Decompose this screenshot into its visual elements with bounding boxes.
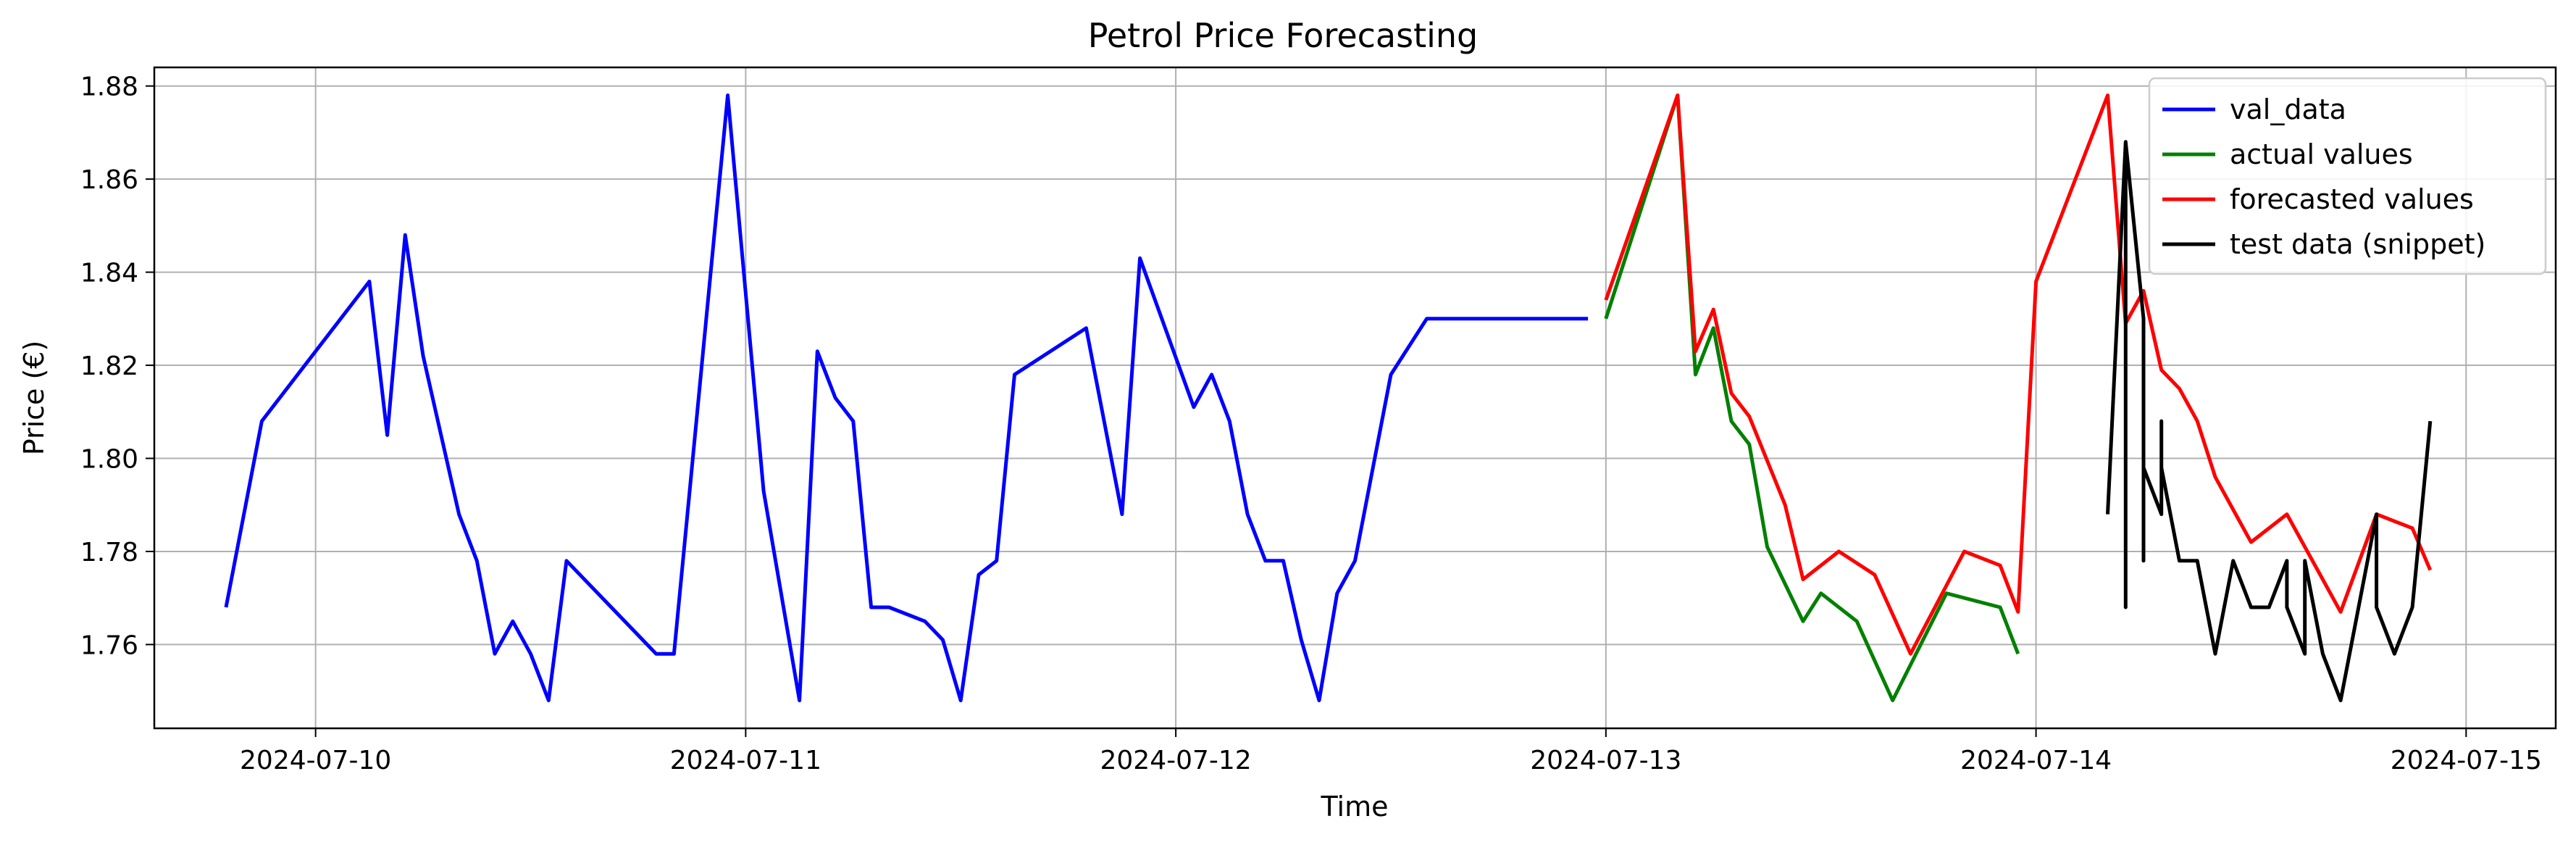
y-tick-label: 1.80 bbox=[80, 444, 138, 474]
x-tick-label: 2024-07-15 bbox=[2391, 746, 2542, 775]
y-tick-label: 1.88 bbox=[80, 72, 138, 102]
y-tick-label: 1.86 bbox=[80, 165, 138, 195]
y-axis-ticks: 1.76 1.78 1.80 1.82 1.84 1.86 1.88 bbox=[80, 72, 154, 660]
legend-label-test-data-snippet: test data (snippet) bbox=[2230, 228, 2485, 260]
legend-label-actual-values: actual values bbox=[2230, 138, 2413, 170]
series-line-val-data bbox=[224, 93, 1589, 702]
legend-label-forecasted-values: forecasted values bbox=[2230, 183, 2474, 215]
y-axis-label: Price (€) bbox=[18, 341, 50, 456]
y-tick-label: 1.82 bbox=[80, 351, 138, 381]
legend-label-val-data: val_data bbox=[2230, 93, 2346, 125]
x-tick-label: 2024-07-10 bbox=[240, 746, 391, 775]
series-line-forecasted-values bbox=[1604, 93, 2433, 656]
series-layer bbox=[224, 93, 2433, 702]
x-tick-label: 2024-07-13 bbox=[1530, 746, 1681, 775]
x-axis-ticks: 2024-07-10 2024-07-11 2024-07-12 2024-07-13… bbox=[240, 728, 2542, 775]
x-axis-label: Time bbox=[1321, 791, 1389, 823]
y-tick-label: 1.84 bbox=[80, 259, 138, 288]
y-tick-label: 1.76 bbox=[80, 630, 138, 660]
series-line-actual-values bbox=[1604, 93, 2020, 702]
plot-frame bbox=[153, 66, 2557, 730]
legend-box bbox=[2148, 77, 2547, 275]
x-tick-label: 2024-07-12 bbox=[1100, 746, 1252, 775]
x-tick-label: 2024-07-14 bbox=[1960, 746, 2112, 775]
x-tick-label: 2024-07-11 bbox=[670, 746, 821, 775]
chart-title: Petrol Price Forecasting bbox=[1088, 16, 1479, 55]
series-line-test-data-snippet bbox=[2106, 140, 2433, 702]
y-tick-label: 1.78 bbox=[80, 538, 138, 567]
